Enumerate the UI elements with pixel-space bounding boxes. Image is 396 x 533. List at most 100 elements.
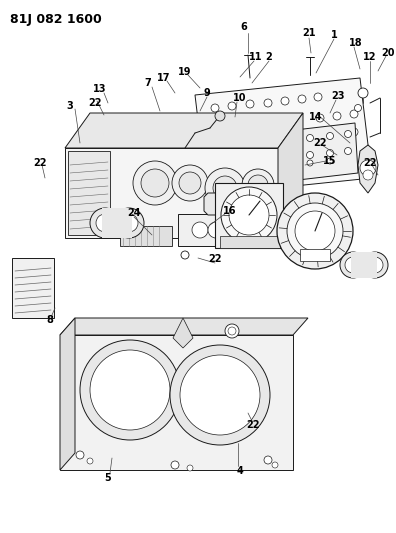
Text: 2: 2 <box>266 52 272 62</box>
Circle shape <box>246 117 254 125</box>
Bar <box>68 151 110 235</box>
Bar <box>12 258 54 318</box>
Text: 10: 10 <box>233 93 247 103</box>
Circle shape <box>170 345 270 445</box>
Bar <box>220 236 280 248</box>
Circle shape <box>211 104 219 112</box>
Polygon shape <box>278 113 303 238</box>
Text: 22: 22 <box>88 98 102 108</box>
Bar <box>300 249 330 261</box>
Circle shape <box>242 169 274 201</box>
Circle shape <box>208 222 224 238</box>
Circle shape <box>228 102 236 110</box>
Circle shape <box>367 257 383 273</box>
Text: 7: 7 <box>145 78 151 88</box>
Circle shape <box>120 214 138 232</box>
Circle shape <box>350 128 358 136</box>
Bar <box>215 183 283 248</box>
Circle shape <box>354 104 362 111</box>
Text: 16: 16 <box>223 206 237 216</box>
Text: 6: 6 <box>241 22 248 32</box>
Text: 15: 15 <box>323 156 337 166</box>
Circle shape <box>114 208 144 238</box>
Circle shape <box>213 176 237 200</box>
Circle shape <box>90 208 120 238</box>
Text: 22: 22 <box>313 138 327 148</box>
Circle shape <box>360 160 376 176</box>
Circle shape <box>264 99 272 107</box>
Text: 22: 22 <box>363 158 377 168</box>
Text: 18: 18 <box>349 38 363 48</box>
Text: 12: 12 <box>363 52 377 62</box>
Circle shape <box>307 134 314 141</box>
Text: 14: 14 <box>309 112 323 122</box>
Polygon shape <box>60 335 293 470</box>
Circle shape <box>187 465 193 471</box>
Text: 17: 17 <box>157 73 171 83</box>
Text: 3: 3 <box>67 101 73 111</box>
Circle shape <box>205 168 245 208</box>
Circle shape <box>141 169 169 197</box>
Circle shape <box>76 451 84 459</box>
Circle shape <box>307 160 313 166</box>
Circle shape <box>350 110 358 118</box>
Circle shape <box>345 148 352 155</box>
Circle shape <box>298 95 306 103</box>
Circle shape <box>333 112 341 120</box>
Circle shape <box>316 114 324 122</box>
Polygon shape <box>204 193 232 215</box>
Text: 81J 082 1600: 81J 082 1600 <box>10 13 102 26</box>
Circle shape <box>277 193 353 269</box>
Bar <box>120 226 172 246</box>
Text: 24: 24 <box>127 208 141 218</box>
Polygon shape <box>173 318 193 348</box>
Circle shape <box>281 97 289 105</box>
Circle shape <box>172 165 208 201</box>
Text: 22: 22 <box>208 254 222 264</box>
Text: 8: 8 <box>47 315 53 325</box>
Polygon shape <box>358 145 378 193</box>
Text: 22: 22 <box>33 158 47 168</box>
Circle shape <box>340 252 366 278</box>
Polygon shape <box>295 123 358 180</box>
Circle shape <box>363 170 373 180</box>
Circle shape <box>179 172 201 194</box>
Polygon shape <box>60 318 308 335</box>
Text: 11: 11 <box>249 52 263 62</box>
Circle shape <box>345 131 352 138</box>
Polygon shape <box>60 318 75 470</box>
Circle shape <box>87 458 93 464</box>
Circle shape <box>80 340 180 440</box>
Text: 1: 1 <box>331 30 337 40</box>
Circle shape <box>358 88 368 98</box>
Circle shape <box>211 139 219 147</box>
Text: 20: 20 <box>381 48 395 58</box>
Circle shape <box>287 203 343 259</box>
Circle shape <box>264 456 272 464</box>
Circle shape <box>272 462 278 468</box>
Circle shape <box>181 251 189 259</box>
Circle shape <box>326 133 333 140</box>
Circle shape <box>228 137 236 145</box>
Circle shape <box>215 111 225 121</box>
Bar <box>178 214 250 246</box>
Bar <box>102 208 132 238</box>
Text: 9: 9 <box>204 88 210 98</box>
Text: 5: 5 <box>105 473 111 483</box>
Text: 13: 13 <box>93 84 107 94</box>
Text: 21: 21 <box>302 28 316 38</box>
Circle shape <box>327 158 333 164</box>
Polygon shape <box>195 78 372 195</box>
Circle shape <box>228 119 236 127</box>
Bar <box>351 252 377 278</box>
Circle shape <box>295 211 335 251</box>
Text: 22: 22 <box>246 420 260 430</box>
Text: 19: 19 <box>178 67 192 77</box>
Circle shape <box>216 197 224 205</box>
Circle shape <box>316 132 324 140</box>
Circle shape <box>246 100 254 108</box>
Text: 23: 23 <box>331 91 345 101</box>
Text: 4: 4 <box>237 466 244 476</box>
Circle shape <box>90 350 170 430</box>
Circle shape <box>180 355 260 435</box>
